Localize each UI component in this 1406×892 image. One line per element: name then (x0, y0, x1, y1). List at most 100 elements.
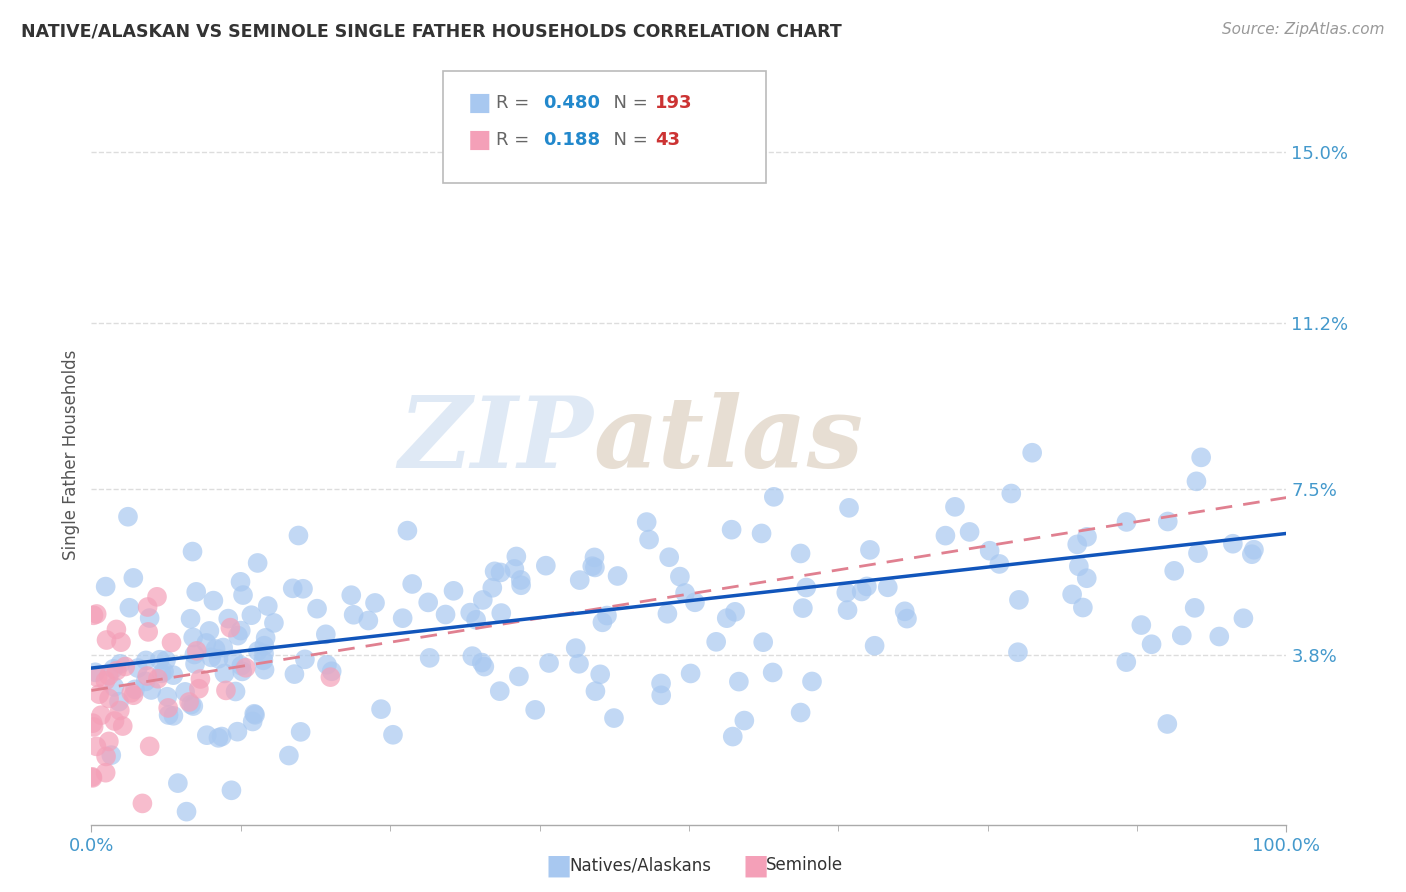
Point (281, 582, 304, 596)
Point (243, 706, 266, 721)
Point (876, 580, 898, 594)
Point (176, 805, 198, 819)
Text: Natives/Alaskans: Natives/Alaskans (569, 856, 711, 874)
Point (186, 585, 208, 599)
Point (235, 661, 257, 675)
Point (105, 623, 128, 637)
Point (471, 593, 494, 607)
Point (343, 607, 366, 622)
Point (111, 719, 134, 733)
Point (153, 665, 176, 679)
Point (658, 550, 681, 565)
Point (277, 748, 299, 763)
Point (669, 569, 692, 583)
Point (1021, 446, 1043, 460)
Point (162, 668, 184, 682)
Point (86, 739, 108, 754)
Point (219, 621, 242, 635)
Point (118, 600, 141, 615)
Text: ■: ■ (468, 128, 492, 152)
Point (229, 574, 252, 589)
Point (591, 615, 613, 630)
Point (97, 669, 120, 683)
Text: N =: N = (602, 131, 654, 149)
Point (568, 657, 591, 671)
Point (1232, 611, 1254, 625)
Point (503, 562, 526, 576)
Text: Seminole: Seminole (766, 856, 844, 874)
Point (174, 685, 197, 699)
Point (934, 528, 956, 542)
Text: ■: ■ (468, 91, 492, 114)
Point (207, 652, 229, 666)
Point (510, 578, 533, 592)
Point (136, 624, 159, 639)
Point (211, 730, 233, 744)
Point (357, 614, 380, 628)
Point (195, 728, 218, 742)
Point (229, 624, 252, 638)
Point (762, 665, 785, 680)
Point (122, 571, 145, 585)
Point (859, 542, 882, 557)
Point (150, 666, 173, 681)
Text: 0.480: 0.480 (543, 94, 600, 112)
Point (114, 659, 136, 673)
Point (589, 667, 612, 681)
Point (1243, 542, 1265, 557)
Point (801, 674, 824, 689)
Point (167, 776, 190, 790)
Point (82, 716, 104, 731)
Point (733, 714, 755, 728)
Point (243, 707, 266, 722)
Point (508, 669, 530, 683)
Text: R =: R = (496, 94, 536, 112)
Point (752, 635, 775, 649)
Point (315, 627, 337, 641)
Point (896, 612, 918, 626)
Point (606, 569, 628, 583)
Point (177, 695, 200, 709)
Point (217, 612, 239, 626)
Point (534, 558, 557, 573)
Point (100, 748, 122, 763)
Point (1171, 628, 1194, 642)
Point (108, 695, 131, 709)
Point (893, 604, 915, 618)
Point (231, 658, 253, 673)
Point (863, 639, 886, 653)
Point (290, 724, 312, 739)
Point (83, 608, 105, 623)
Point (835, 585, 858, 599)
Point (149, 653, 172, 667)
Point (138, 739, 160, 754)
Point (89, 687, 111, 701)
Point (851, 584, 873, 599)
Point (401, 577, 423, 591)
Point (215, 683, 238, 698)
Point (340, 588, 363, 602)
Point (180, 698, 202, 712)
Point (131, 797, 153, 811)
Point (382, 728, 405, 742)
Point (1008, 593, 1031, 607)
Point (434, 607, 457, 622)
Point (183, 648, 205, 662)
Y-axis label: Single Father Households: Single Father Households (62, 350, 80, 560)
Point (1156, 717, 1178, 731)
Text: 0.188: 0.188 (543, 131, 600, 149)
Point (253, 663, 276, 677)
Point (1076, 530, 1098, 544)
Point (103, 680, 125, 694)
Point (465, 613, 488, 627)
Point (1007, 645, 1029, 659)
Point (728, 674, 751, 689)
Point (97, 734, 120, 748)
Point (307, 601, 329, 615)
Text: ZIP: ZIP (398, 392, 593, 488)
Point (184, 657, 207, 671)
Point (568, 573, 591, 587)
Point (1187, 546, 1209, 560)
Point (253, 639, 276, 653)
Point (1189, 450, 1212, 465)
